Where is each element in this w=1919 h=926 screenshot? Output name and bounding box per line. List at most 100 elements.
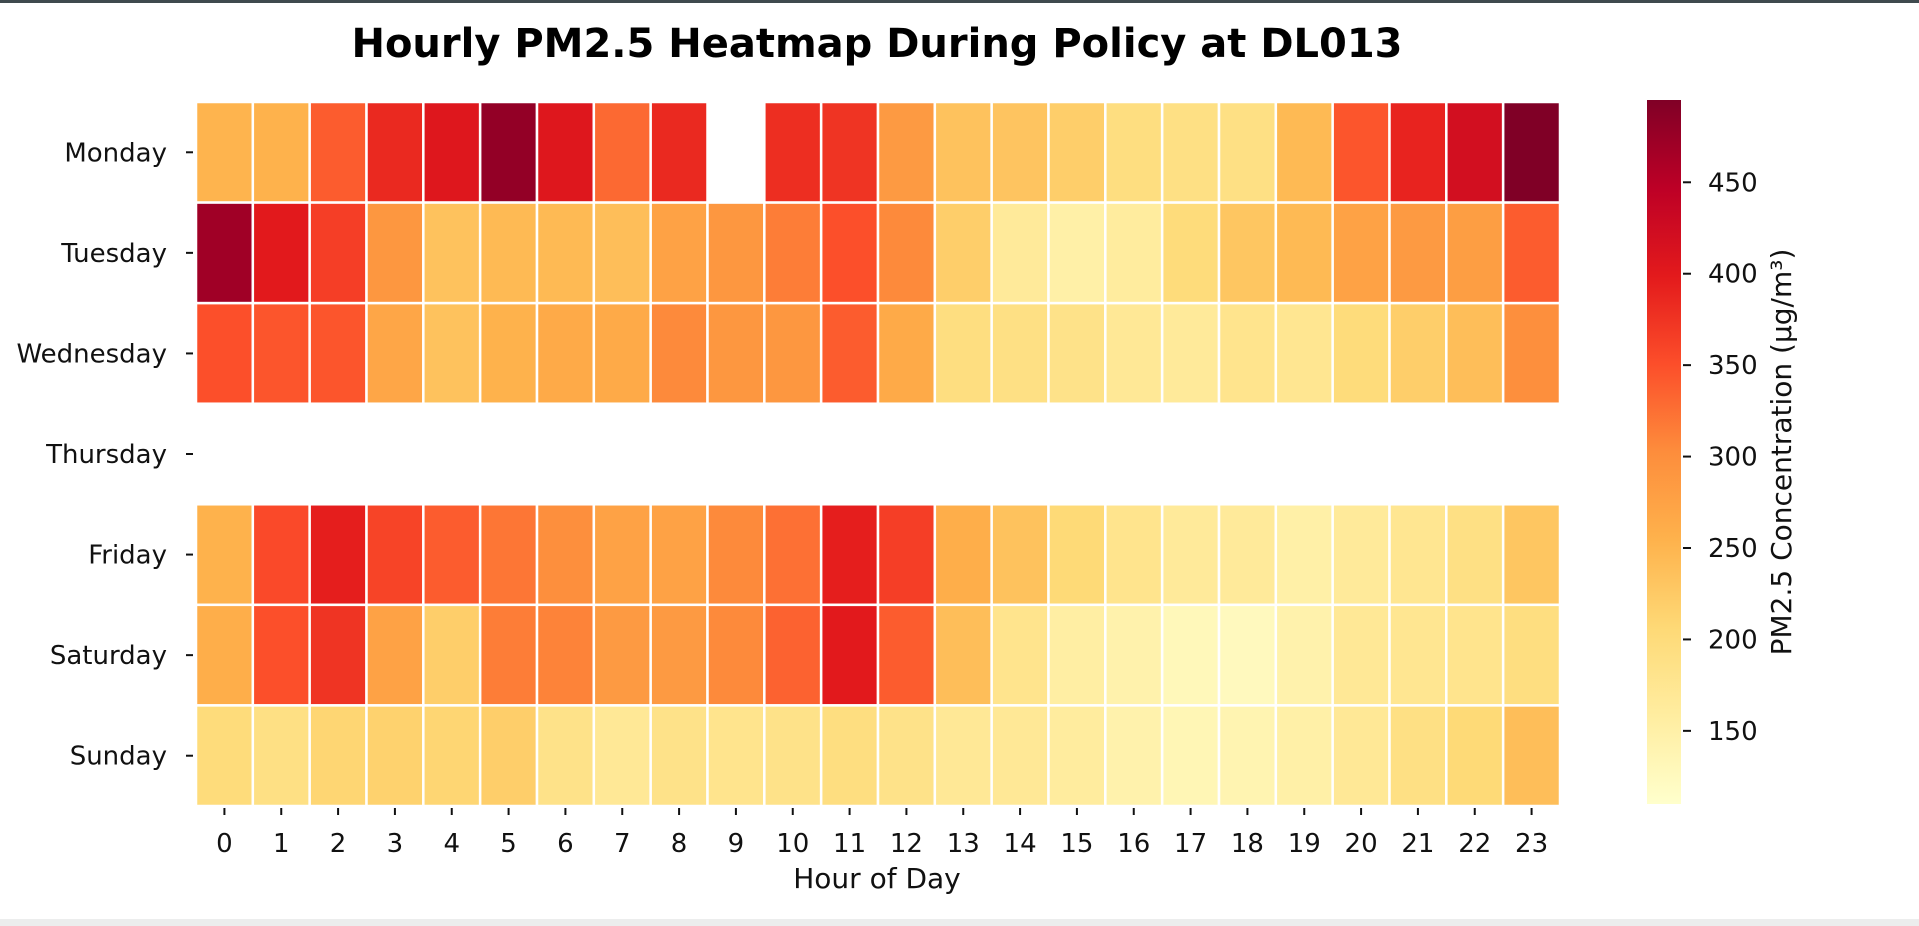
x-tick-label: 13 xyxy=(947,829,980,859)
heatmap-cell xyxy=(933,301,993,405)
heatmap-cell xyxy=(1331,603,1391,707)
heatmap-cell xyxy=(365,301,425,405)
heatmap-cell xyxy=(422,603,482,707)
heatmap-cell xyxy=(194,603,255,707)
heatmap-cell xyxy=(990,301,1050,405)
heatmap-cell xyxy=(1047,503,1107,607)
x-axis-label: Hour of Day xyxy=(793,862,961,895)
heatmap-cell xyxy=(194,704,255,808)
x-tick-label: 11 xyxy=(833,829,866,859)
heatmap-cell xyxy=(763,201,823,305)
x-tick-label: 3 xyxy=(387,829,404,859)
heatmap-cell xyxy=(535,100,596,204)
heatmap-cell xyxy=(251,503,311,607)
heatmap-cell xyxy=(1217,100,1278,204)
heatmap-cell xyxy=(819,301,880,405)
heatmap-cell xyxy=(535,704,596,808)
y-tick-label: Wednesday xyxy=(16,339,167,369)
heatmap-cell xyxy=(251,301,311,405)
bottom-strip xyxy=(0,919,1919,926)
heatmap-cell xyxy=(1501,201,1562,305)
heatmap-cell xyxy=(592,503,652,607)
heatmap-cell xyxy=(933,503,993,607)
heatmap-cell xyxy=(1047,704,1107,808)
y-tick-label: Monday xyxy=(64,138,167,168)
heatmap-cell xyxy=(478,503,539,607)
heatmap-cell xyxy=(1274,503,1334,607)
heatmap-cell xyxy=(819,603,880,707)
heatmap-cell xyxy=(1274,100,1334,204)
heatmap-cell xyxy=(706,503,766,607)
heatmap-cell xyxy=(1047,100,1107,204)
heatmap-cell xyxy=(478,201,539,305)
heatmap-cell xyxy=(1160,603,1221,707)
heatmap-cell xyxy=(1331,704,1391,808)
heatmap-cell xyxy=(1274,201,1334,305)
colorbar-tick-label: 400 xyxy=(1708,260,1758,290)
colorbar-tick-label: 350 xyxy=(1708,351,1758,381)
heatmap-cell xyxy=(819,503,880,607)
colorbar-tick-label: 450 xyxy=(1708,168,1758,198)
heatmap-cell xyxy=(1047,301,1107,405)
heatmap-cell xyxy=(535,603,596,707)
x-tick-label: 19 xyxy=(1288,829,1321,859)
heatmap-cell xyxy=(422,503,482,607)
x-tick-label: 5 xyxy=(500,829,517,859)
heatmap-cell xyxy=(1104,301,1164,405)
colorbar-tick-label: 150 xyxy=(1708,717,1758,747)
y-tick-label: Tuesday xyxy=(60,239,167,269)
heatmap-cell xyxy=(422,201,482,305)
heatmap-cell xyxy=(365,704,425,808)
heatmap-cell xyxy=(1160,201,1221,305)
heatmap-cell xyxy=(1331,503,1391,607)
heatmap-cell xyxy=(1160,301,1221,405)
heatmap-cell xyxy=(649,704,709,808)
heatmap-cell xyxy=(876,603,937,707)
heatmap-cell xyxy=(763,603,823,707)
heatmap-cell xyxy=(194,100,255,204)
x-tick-label: 7 xyxy=(614,829,631,859)
heatmap-cell xyxy=(1331,100,1391,204)
heatmap-cell xyxy=(876,503,937,607)
heatmap-cell xyxy=(1104,704,1164,808)
heatmap-cell xyxy=(1160,100,1221,204)
heatmap-cell xyxy=(819,201,880,305)
x-tick-label: 22 xyxy=(1458,829,1491,859)
heatmap-cell xyxy=(649,201,709,305)
heatmap-cell xyxy=(990,704,1050,808)
heatmap-cell xyxy=(422,704,482,808)
heatmap-cell xyxy=(1501,704,1562,808)
heatmap-cell xyxy=(1388,301,1448,405)
heatmap-cell xyxy=(592,603,652,707)
heatmap-cell xyxy=(706,603,766,707)
heatmap-cell xyxy=(1217,201,1278,305)
heatmap-cell xyxy=(365,603,425,707)
x-tick-label: 12 xyxy=(890,829,923,859)
heatmap-cell xyxy=(308,704,368,808)
heatmap-cell xyxy=(535,201,596,305)
heatmap-cell xyxy=(1047,201,1107,305)
heatmap-cell xyxy=(592,704,652,808)
y-tick-label: Saturday xyxy=(50,641,167,671)
heatmap-cell xyxy=(1274,301,1334,405)
heatmap-cell xyxy=(1445,704,1505,808)
heatmap-cell xyxy=(194,301,255,405)
x-tick-label: 6 xyxy=(557,829,574,859)
x-tick-label: 0 xyxy=(216,829,233,859)
x-tick-label: 14 xyxy=(1004,829,1037,859)
x-tick-label: 17 xyxy=(1174,829,1207,859)
heatmap-cell xyxy=(1388,503,1448,607)
heatmap-cell xyxy=(308,603,368,707)
heatmap-cell xyxy=(1331,301,1391,405)
x-tick-label: 23 xyxy=(1515,829,1548,859)
heatmap-cell xyxy=(1104,503,1164,607)
heatmap-cell xyxy=(592,301,652,405)
heatmap-cell xyxy=(1445,100,1505,204)
x-tick-label: 4 xyxy=(443,829,460,859)
heatmap-cell xyxy=(763,503,823,607)
heatmap-cell xyxy=(1274,603,1334,707)
x-tick-label: 2 xyxy=(330,829,347,859)
heatmap-cell xyxy=(1160,704,1221,808)
heatmap-cell xyxy=(990,603,1050,707)
heatmap-cell xyxy=(308,201,368,305)
